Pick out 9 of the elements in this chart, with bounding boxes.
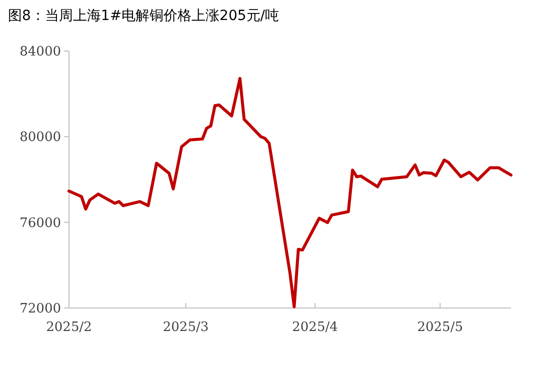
- y-tick-label: 72000: [20, 302, 61, 316]
- x-tick-label: 2025/5: [417, 320, 463, 335]
- y-tick-label: 84000: [20, 44, 61, 60]
- title: 图8：当周上海1#电解铜价格上涨205元/吨: [8, 8, 279, 24]
- x-tick-label: 2025/3: [162, 320, 209, 335]
- x-tick-label: 2025/2: [46, 320, 92, 335]
- y-tick-label: 76000: [20, 216, 61, 231]
- x-tick-label: 2025/4: [292, 320, 338, 335]
- y-tick-label: 80000: [20, 130, 61, 146]
